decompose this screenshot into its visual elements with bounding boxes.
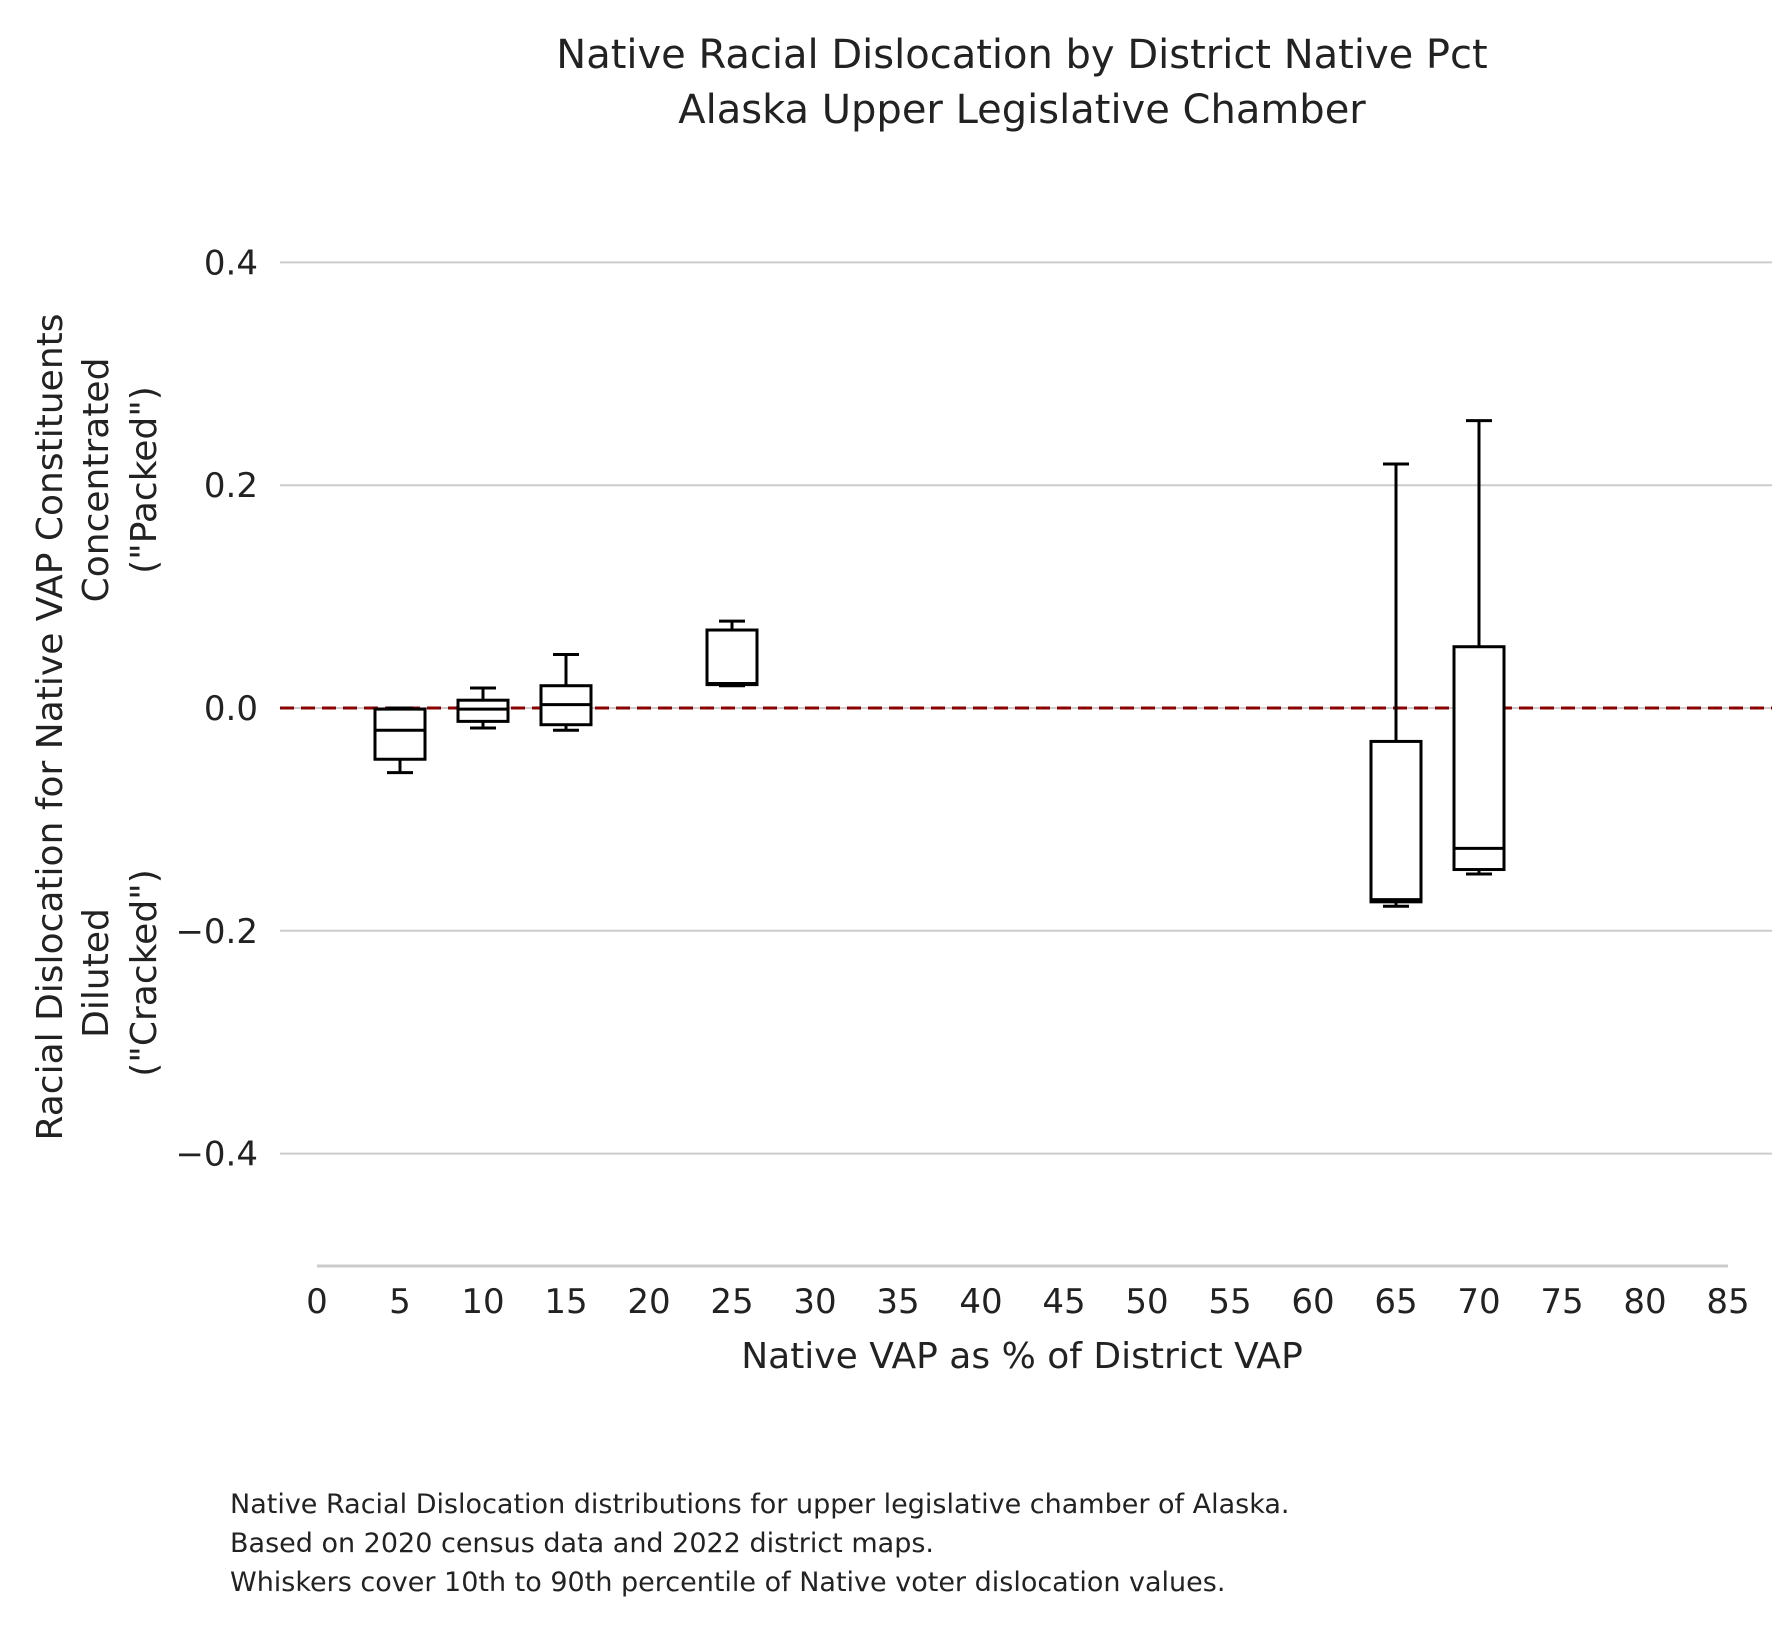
x-tick-label: 40 <box>959 1282 1002 1322</box>
box-plot-group <box>373 419 1506 908</box>
y-tick-label: 0.0 <box>204 689 258 729</box>
x-axis-label: Native VAP as % of District VAP <box>741 1336 1303 1377</box>
box-iqr <box>1369 739 1423 904</box>
x-tick-label: 55 <box>1208 1282 1251 1322</box>
box-iqr <box>456 698 510 723</box>
x-tick-label: 80 <box>1623 1282 1666 1322</box>
box-plot <box>705 619 759 688</box>
box-iqr <box>1452 645 1506 872</box>
y-tick-label: −0.4 <box>175 1135 258 1175</box>
y-axis-label-main-group: Racial Dislocation for Native VAP Consti… <box>30 313 71 1140</box>
y-tick-label: −0.2 <box>175 912 258 952</box>
y-tick-label: 0.4 <box>204 243 258 283</box>
box-plot <box>539 653 593 732</box>
x-tick-label: 60 <box>1291 1282 1334 1322</box>
x-tick-label: 0 <box>306 1282 328 1322</box>
x-tick-labels: 0 5 10 15 20 25 30 35 40 45 50 55 60 65 70 75 80 85 <box>306 1282 1749 1322</box>
x-tick-label: 85 <box>1706 1282 1749 1322</box>
y-axis-label-cracked-group: ("Cracked") <box>124 869 165 1077</box>
x-tick-label: 65 <box>1374 1282 1417 1322</box>
y-axis-label-main: Racial Dislocation for Native VAP Consti… <box>30 313 71 1140</box>
box-plot <box>456 686 510 730</box>
x-tick-label: 20 <box>627 1282 670 1322</box>
x-tick-label: 70 <box>1457 1282 1500 1322</box>
y-axis-label-packed: ("Packed") <box>124 386 165 574</box>
y-axis-label-diluted: Diluted <box>76 908 117 1038</box>
y-axis-label-concentrated-group: Concentrated <box>76 358 117 603</box>
box-iqr <box>705 628 759 687</box>
x-tick-label: 75 <box>1540 1282 1583 1322</box>
box-plot <box>373 706 427 775</box>
box-iqr <box>373 707 427 761</box>
x-tick-label: 50 <box>1125 1282 1168 1322</box>
x-tick-label: 15 <box>544 1282 587 1322</box>
y-axis-label-concentrated: Concentrated <box>76 358 117 603</box>
chart-title-line-1: Native Racial Dislocation by District Na… <box>556 32 1487 78</box>
y-axis-label-packed-group: ("Packed") <box>124 386 165 574</box>
x-tick-label: 45 <box>1042 1282 1085 1322</box>
x-tick-label: 35 <box>876 1282 919 1322</box>
y-tick-label: 0.2 <box>204 466 258 506</box>
box-plot <box>1452 419 1506 876</box>
caption-line-1: Native Racial Dislocation distributions … <box>230 1489 1290 1520</box>
box-plot <box>1369 462 1423 908</box>
caption-line-2: Based on 2020 census data and 2022 distr… <box>230 1528 934 1559</box>
y-tick-labels: 0.4 0.2 0.0 −0.2 −0.4 <box>175 243 258 1174</box>
y-axis-label-cracked: ("Cracked") <box>124 869 165 1077</box>
chart-caption: Native Racial Dislocation distributions … <box>230 1485 1290 1602</box>
chart-title-line-2: Alaska Upper Legislative Chamber <box>678 87 1366 133</box>
caption-line-3: Whiskers cover 10th to 90th percentile o… <box>230 1567 1226 1598</box>
x-tick-label: 10 <box>461 1282 504 1322</box>
y-axis-label-diluted-group: Diluted <box>76 908 117 1038</box>
x-tick-label: 5 <box>389 1282 411 1322</box>
x-tick-label: 25 <box>710 1282 753 1322</box>
x-tick-label: 30 <box>793 1282 836 1322</box>
